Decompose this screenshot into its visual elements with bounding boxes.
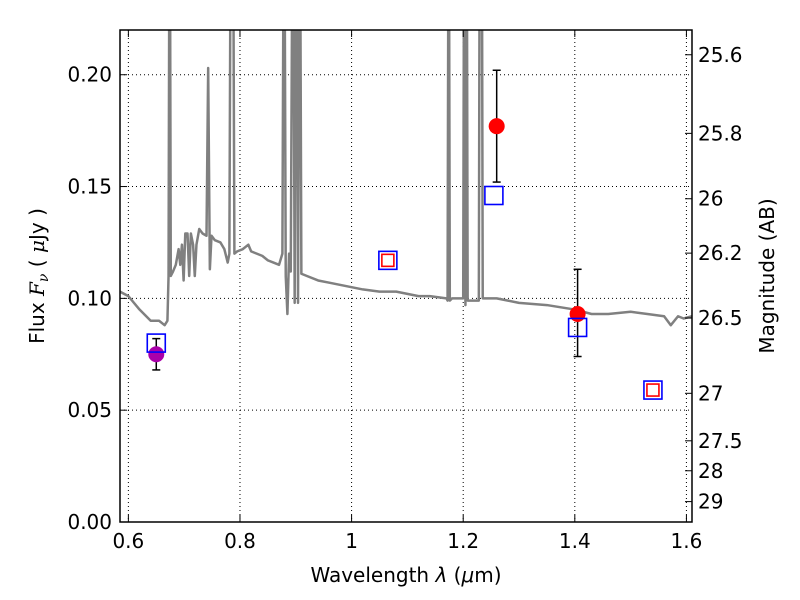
y-tick-label: 0.10 — [67, 286, 112, 310]
y2-axis-label: Magnitude (AB) — [755, 198, 779, 353]
data-point-circle — [148, 346, 165, 363]
y2-tick-label: 26.5 — [698, 306, 743, 330]
y2-tick-label: 26 — [698, 187, 723, 211]
errorbar-layer — [152, 69, 582, 371]
data-point-square — [146, 333, 167, 353]
data-point-square — [567, 317, 588, 338]
spectrum-line — [120, 30, 692, 327]
data-point-square — [484, 185, 504, 206]
grid — [120, 30, 692, 523]
x-tick-label: 1.6 — [671, 529, 703, 553]
data-point-square — [646, 383, 660, 397]
x-tick-label: 1.4 — [559, 529, 591, 553]
x-axis-label-unit-open: ( — [447, 563, 461, 587]
y-axis-label-subscript: ν — [36, 273, 52, 282]
y-axis-label-unit-open: ( — [25, 253, 49, 274]
y-tick-label: 0.15 — [67, 175, 112, 199]
y-tick-label: 0.00 — [67, 510, 112, 534]
y2-tick-label: 28 — [698, 459, 723, 483]
data-point-circle — [569, 306, 586, 323]
x-tick-label: 0.8 — [224, 529, 256, 553]
y2-tick-label: 26.2 — [698, 241, 743, 265]
y2-tick-label: 27 — [698, 381, 723, 405]
x-tick-label: 1.2 — [447, 529, 479, 553]
x-axis-label-main: Wavelength — [310, 563, 435, 587]
marker-layer — [146, 118, 663, 400]
y-axis-label-unit-rest: Jy ) — [25, 208, 49, 242]
y2-tick-label: 27.5 — [698, 429, 743, 453]
tick-layer: 0.6 0.8 1 1.2 1.4 1.6 0.00 0.05 0.10 0.15 0.20 25.6… — [67, 30, 743, 553]
data-point-square — [381, 253, 395, 268]
x-axis-label-unit-rest: m) — [474, 563, 501, 587]
y2-tick-label: 25.6 — [698, 43, 743, 67]
plot-frame — [119, 29, 693, 523]
y-axis-label-symbol: F — [25, 281, 49, 297]
y-axis-label-main: Flux — [25, 296, 49, 344]
data-point-square — [643, 380, 663, 400]
y2-tick-label: 29 — [698, 490, 723, 514]
data-point-circle — [488, 118, 505, 135]
data-point-square — [378, 250, 398, 271]
x-axis-label-symbol: λ — [434, 563, 447, 587]
x-axis-label: Wavelength λ (μm) — [310, 563, 501, 587]
y-axis-label: Flux Fν ( μJy ) — [25, 208, 52, 344]
y-tick-label: 0.05 — [67, 398, 112, 422]
y-axis-label-unit-mu: μ — [25, 240, 49, 253]
y-tick-label: 0.20 — [67, 63, 112, 87]
x-axis-label-unit-mu: μ — [460, 563, 474, 587]
x-tick-label: 0.6 — [112, 529, 144, 553]
x-tick-label: 1 — [345, 529, 358, 553]
data-layer — [120, 30, 692, 327]
y2-tick-label: 25.8 — [698, 121, 743, 145]
